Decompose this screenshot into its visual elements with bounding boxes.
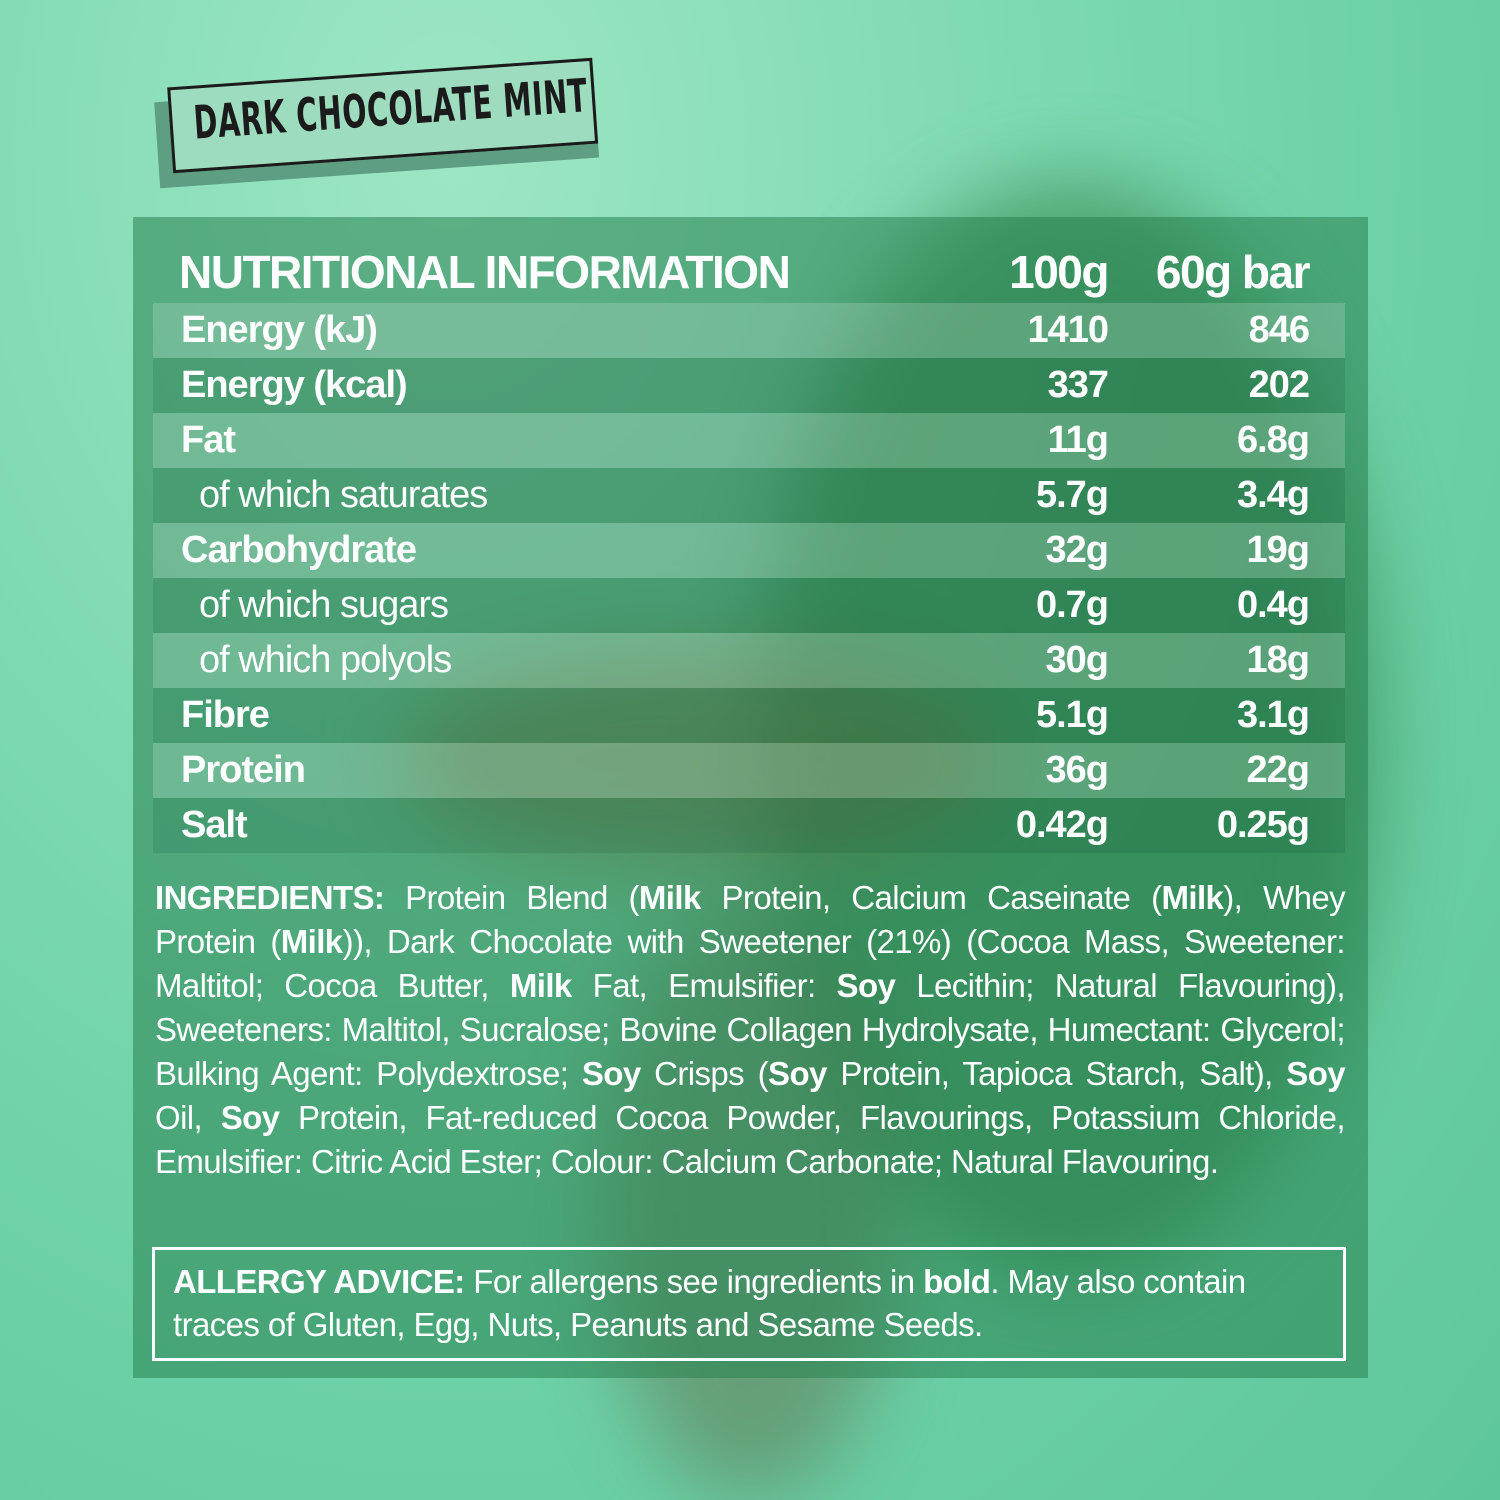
ingredient-bold-segment: Soy — [768, 1055, 827, 1092]
value-per-bar: 22g — [1246, 749, 1310, 791]
value-per-bar: 19g — [1246, 529, 1310, 571]
value-per-bar: 0.4g — [1236, 584, 1310, 626]
flavour-logo: DARK CHOCOLATE MINT — [154, 57, 613, 189]
value-per-bar: 3.4g — [1236, 474, 1310, 516]
nutrition-header-row: NUTRITIONAL INFORMATION 100g 60g bar — [153, 243, 1345, 303]
value-per-bar: 202 — [1248, 364, 1310, 406]
nutrition-label: Protein — [181, 749, 306, 791]
ingredient-segment: ), Whey Protein ( — [155, 879, 1346, 960]
value-per-bar: 3.1g — [1236, 694, 1310, 736]
nutrition-label: Energy (kcal) — [181, 364, 408, 406]
allergy-heading: ALLERGY ADVICE: — [173, 1263, 465, 1300]
value-per-100g: 5.1g — [1035, 694, 1109, 736]
value-per-100g: 0.42g — [1015, 804, 1109, 846]
nutrition-label: of which sugars — [199, 584, 449, 626]
nutrition-table: NUTRITIONAL INFORMATION 100g 60g bar Ene… — [153, 243, 1345, 853]
nutrition-title: NUTRITIONAL INFORMATION — [179, 246, 791, 298]
column-header-bar: 60g bar — [1155, 246, 1311, 298]
ingredient-segment: Protein, Calcium Caseinate ( — [700, 879, 1163, 916]
nutrition-row: Fat 11g 6.8g — [153, 413, 1345, 468]
label-panel — [133, 217, 1368, 1378]
nutrition-row: Carbohydrate 32g 19g — [153, 523, 1345, 578]
value-per-100g: 32g — [1045, 529, 1109, 571]
ingredients-text: INGREDIENTS: Protein Blend (Milk Protein… — [155, 876, 1346, 1184]
ingredient-segment: )), Dark Chocolate with Sweetener (21%) … — [155, 923, 1346, 1004]
nutrition-label: of which polyols — [199, 639, 452, 681]
ingredient-segment: Protein Blend ( — [384, 879, 639, 916]
ingredient-segment: Protein, Fat-reduced Cocoa Powder, Flavo… — [155, 1099, 1346, 1180]
value-per-bar: 6.8g — [1236, 419, 1310, 461]
nutrition-row: of which sugars 0.7g 0.4g — [153, 578, 1345, 633]
allergy-bold-word: bold — [923, 1263, 991, 1300]
ingredient-segment: Protein, Tapioca Starch, Salt), — [826, 1055, 1287, 1092]
ingredient-bold-segment: Soy — [836, 967, 896, 1004]
value-per-100g: 0.7g — [1035, 584, 1109, 626]
value-per-100g: 30g — [1045, 639, 1109, 681]
value-per-bar: 0.25g — [1216, 804, 1310, 846]
ingredient-bold-segment: Soy — [1286, 1055, 1346, 1092]
nutrition-label: Fibre — [181, 694, 270, 736]
value-per-100g: 36g — [1045, 749, 1109, 791]
nutrition-label: Carbohydrate — [181, 529, 417, 571]
nutrition-row: Energy (kcal) 337 202 — [153, 358, 1345, 413]
ingredient-bold-segment: Soy — [220, 1099, 280, 1136]
nutrition-row: Protein 36g 22g — [153, 743, 1345, 798]
value-per-bar: 18g — [1246, 639, 1310, 681]
allergy-text: For allergens see ingredients in — [464, 1263, 924, 1300]
ingredient-bold-segment: INGREDIENTS: — [155, 879, 385, 916]
nutrition-row: Salt 0.42g 0.25g — [153, 798, 1345, 853]
nutrition-label: of which saturates — [199, 474, 488, 516]
value-per-100g: 1410 — [1027, 309, 1109, 351]
ingredient-bold-segment: Milk — [638, 879, 701, 916]
ingredient-segment: Oil, — [155, 1099, 221, 1136]
allergy-text: . May also contain traces of Gluten, Egg… — [173, 1263, 1246, 1343]
value-per-100g: 11g — [1047, 419, 1109, 461]
nutrition-row: Fibre 5.1g 3.1g — [153, 688, 1345, 743]
ingredient-segment: Lecithin; Natural Flavouring), Sweetener… — [155, 967, 1346, 1092]
ingredient-bold-segment: Soy — [581, 1055, 641, 1092]
ingredient-bold-segment: Milk — [1161, 879, 1224, 916]
nutrition-label: Energy (kJ) — [181, 309, 378, 351]
ingredient-bold-segment: Milk — [509, 967, 572, 1004]
nutrition-row: of which saturates 5.7g 3.4g — [153, 468, 1345, 523]
nutrition-row: Energy (kJ) 1410 846 — [153, 303, 1345, 358]
ingredient-segment: Crisps ( — [640, 1055, 769, 1092]
nutrition-label: Fat — [181, 419, 236, 461]
nutrition-row: of which polyols 30g 18g — [153, 633, 1345, 688]
value-per-100g: 5.7g — [1035, 474, 1109, 516]
value-per-bar: 846 — [1248, 309, 1310, 351]
allergy-advice-box: ALLERGY ADVICE: For allergens see ingred… — [152, 1247, 1346, 1361]
value-per-100g: 337 — [1047, 364, 1109, 406]
nutrition-label: Salt — [181, 804, 248, 846]
ingredient-bold-segment: Milk — [280, 923, 343, 960]
ingredient-segment: Fat, Emulsifier: — [571, 967, 837, 1004]
column-header-100g: 100g — [1009, 246, 1109, 298]
